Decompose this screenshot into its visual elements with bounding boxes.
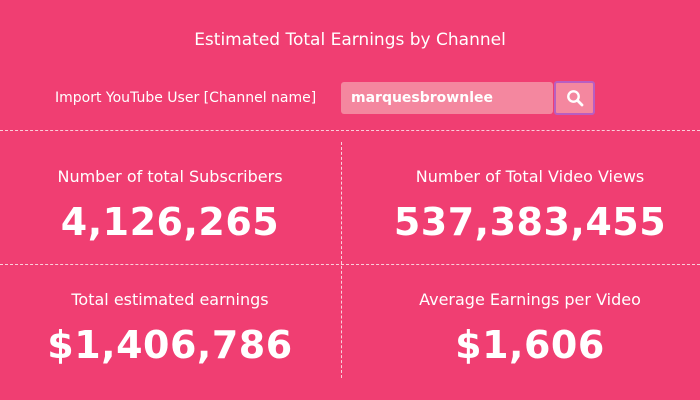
stat-views: Number of Total Video Views 537,383,455 <box>360 167 700 244</box>
stat-earnings-value: $1,406,786 <box>47 323 293 367</box>
import-label: Import YouTube User [Channel name] <box>55 90 317 106</box>
stat-earnings-label: Total estimated earnings <box>71 290 269 309</box>
divider-top <box>0 130 700 131</box>
divider-vertical <box>341 142 342 378</box>
stat-avg-earnings-label: Average Earnings per Video <box>419 290 641 309</box>
channel-name-input[interactable] <box>341 82 553 114</box>
import-row: Import YouTube User [Channel name] <box>0 81 700 115</box>
search-button[interactable] <box>554 81 595 115</box>
divider-middle <box>0 264 700 265</box>
page-title: Estimated Total Earnings by Channel <box>194 30 506 50</box>
search-icon <box>566 90 583 107</box>
stat-subscribers-value: 4,126,265 <box>60 200 280 244</box>
stat-views-label: Number of Total Video Views <box>415 167 645 186</box>
stat-earnings: Total estimated earnings $1,406,786 <box>0 290 340 367</box>
stat-avg-earnings: Average Earnings per Video $1,606 <box>360 290 700 367</box>
stat-avg-earnings-value: $1,606 <box>455 323 605 367</box>
stat-subscribers-label: Number of total Subscribers <box>57 167 283 186</box>
stat-views-value: 537,383,455 <box>393 200 667 244</box>
stat-subscribers: Number of total Subscribers 4,126,265 <box>0 167 340 244</box>
